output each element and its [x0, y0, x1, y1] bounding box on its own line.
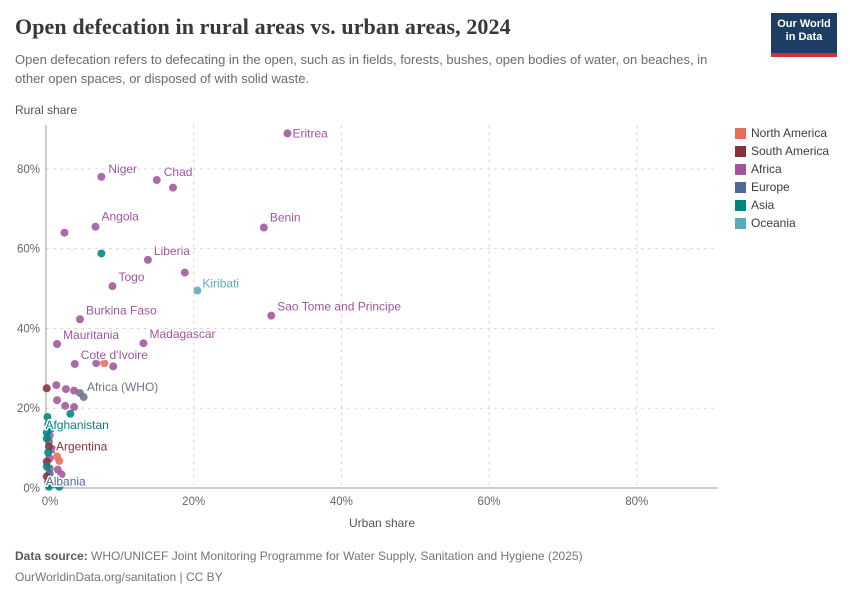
owid-logo[interactable]: Our World in Data — [771, 13, 837, 57]
data-point[interactable] — [109, 362, 118, 371]
data-point-burkina-faso[interactable] — [75, 315, 84, 324]
data-point[interactable] — [97, 249, 106, 258]
data-point[interactable] — [169, 183, 178, 192]
y-axis-title: Rural share — [15, 103, 78, 117]
point-label-angola: Angola — [101, 210, 139, 224]
data-point[interactable] — [53, 396, 62, 405]
data-point-kiribati[interactable] — [193, 286, 202, 295]
data-point[interactable] — [61, 385, 70, 394]
data-point[interactable] — [52, 381, 61, 390]
point-label-liberia: Liberia — [154, 244, 190, 258]
data-point-angola[interactable] — [91, 222, 100, 231]
data-point[interactable] — [55, 482, 64, 491]
owid-logo-line1: Our World — [777, 18, 831, 30]
data-point[interactable] — [92, 359, 101, 368]
data-point[interactable] — [79, 393, 88, 402]
point-label-togo: Togo — [118, 270, 144, 284]
point-label-madagascar: Madagascar — [149, 327, 215, 341]
page-title: Open defecation in rural areas vs. urban… — [15, 14, 511, 39]
point-label-africa-who-: Africa (WHO) — [87, 380, 158, 394]
point-label-cote-d-ivoire: Cote d'Ivoire — [81, 348, 148, 362]
y-tick-label: 40% — [17, 323, 40, 335]
legend: North America South America Africa Europe As… — [735, 126, 830, 235]
y-tick-label: 20% — [17, 403, 40, 415]
legend-item-asia[interactable]: Asia — [735, 198, 829, 212]
data-point[interactable] — [42, 472, 51, 481]
data-source-label: Data source: — [15, 549, 92, 563]
legend-item-north-america[interactable]: North America — [735, 126, 829, 140]
legend-swatch — [735, 181, 746, 193]
x-tick-label: 40% — [330, 496, 353, 508]
owid-logo-line2: in Data — [785, 31, 823, 43]
x-tick-label: 0% — [42, 496, 59, 508]
point-label-benin: Benin — [270, 211, 301, 225]
legend-swatch — [735, 199, 746, 211]
data-point-afghanistan[interactable] — [43, 412, 52, 421]
legend-label: North America — [751, 126, 828, 140]
y-tick-label: 60% — [17, 244, 40, 256]
legend-label: Europe — [751, 180, 790, 194]
data-point-madagascar[interactable] — [139, 339, 148, 348]
data-point[interactable] — [60, 228, 69, 237]
data-point[interactable] — [57, 470, 66, 479]
data-point[interactable] — [180, 268, 189, 277]
data-point[interactable] — [66, 409, 75, 418]
data-point-sao-tome-and-principe[interactable] — [267, 311, 276, 320]
legend-item-europe[interactable]: Europe — [735, 180, 829, 194]
legend-label: South America — [751, 144, 830, 158]
legend-label: Oceania — [751, 216, 796, 230]
point-label-mauritania: Mauritania — [63, 328, 119, 342]
y-tick-label: 80% — [17, 164, 40, 176]
point-label-niger: Niger — [108, 162, 137, 176]
point-label-argentina: Argentina — [56, 440, 108, 454]
x-tick-label: 20% — [182, 496, 205, 508]
legend-swatch — [735, 145, 746, 157]
data-point[interactable] — [42, 462, 51, 471]
footer: Data source: WHO/UNICEF Joint Monitoring… — [15, 546, 583, 588]
data-point[interactable] — [44, 482, 53, 491]
legend-label: Africa — [751, 162, 782, 176]
data-point[interactable] — [42, 428, 51, 437]
data-point-mauritania[interactable] — [53, 339, 62, 348]
data-point-chad[interactable] — [152, 176, 161, 185]
point-label-afghanistan: Afghanistan — [45, 418, 108, 432]
point-label-burkina-faso: Burkina Faso — [86, 303, 157, 317]
data-point-togo[interactable] — [108, 282, 117, 291]
point-label-eritrea: Eritrea — [292, 126, 328, 140]
point-label-chad: Chad — [164, 165, 193, 179]
data-point-eritrea[interactable] — [283, 129, 292, 138]
legend-swatch — [735, 163, 746, 175]
data-point-cote-d-ivoire[interactable] — [70, 359, 79, 368]
data-point[interactable] — [70, 403, 79, 412]
footer-note[interactable]: OurWorldinData.org/sanitation | CC BY — [15, 570, 223, 584]
data-point[interactable] — [61, 401, 70, 410]
chart-subtitle: Open defecation refers to defecating in … — [15, 52, 708, 86]
point-label-kiribati: Kiribati — [202, 277, 239, 291]
y-tick-label: 0% — [23, 483, 40, 495]
data-source-line: Data source: WHO/UNICEF Joint Monitoring… — [15, 546, 583, 567]
x-tick-label: 80% — [625, 496, 648, 508]
data-point[interactable] — [42, 384, 51, 393]
legend-swatch — [735, 127, 746, 139]
data-source-text: WHO/UNICEF Joint Monitoring Programme fo… — [91, 549, 583, 563]
legend-item-oceania[interactable]: Oceania — [735, 216, 829, 230]
legend-label: Asia — [751, 198, 775, 212]
data-point-niger[interactable] — [97, 172, 106, 181]
legend-swatch — [735, 217, 746, 229]
data-point[interactable] — [100, 359, 109, 368]
data-point[interactable] — [55, 456, 64, 465]
x-axis-title: Urban share — [348, 516, 416, 530]
point-label-albania: Albania — [46, 475, 86, 489]
data-point-benin[interactable] — [259, 223, 268, 232]
legend-item-south-america[interactable]: South America — [735, 144, 830, 158]
data-point[interactable] — [44, 448, 53, 457]
data-point-liberia[interactable] — [143, 255, 152, 264]
legend-item-africa[interactable]: Africa — [735, 162, 829, 176]
x-tick-label: 60% — [478, 496, 501, 508]
data-point[interactable] — [42, 434, 51, 443]
point-label-sao-tome-and-principe: Sao Tome and Principe — [277, 300, 401, 314]
data-point-argentina[interactable] — [44, 442, 53, 451]
